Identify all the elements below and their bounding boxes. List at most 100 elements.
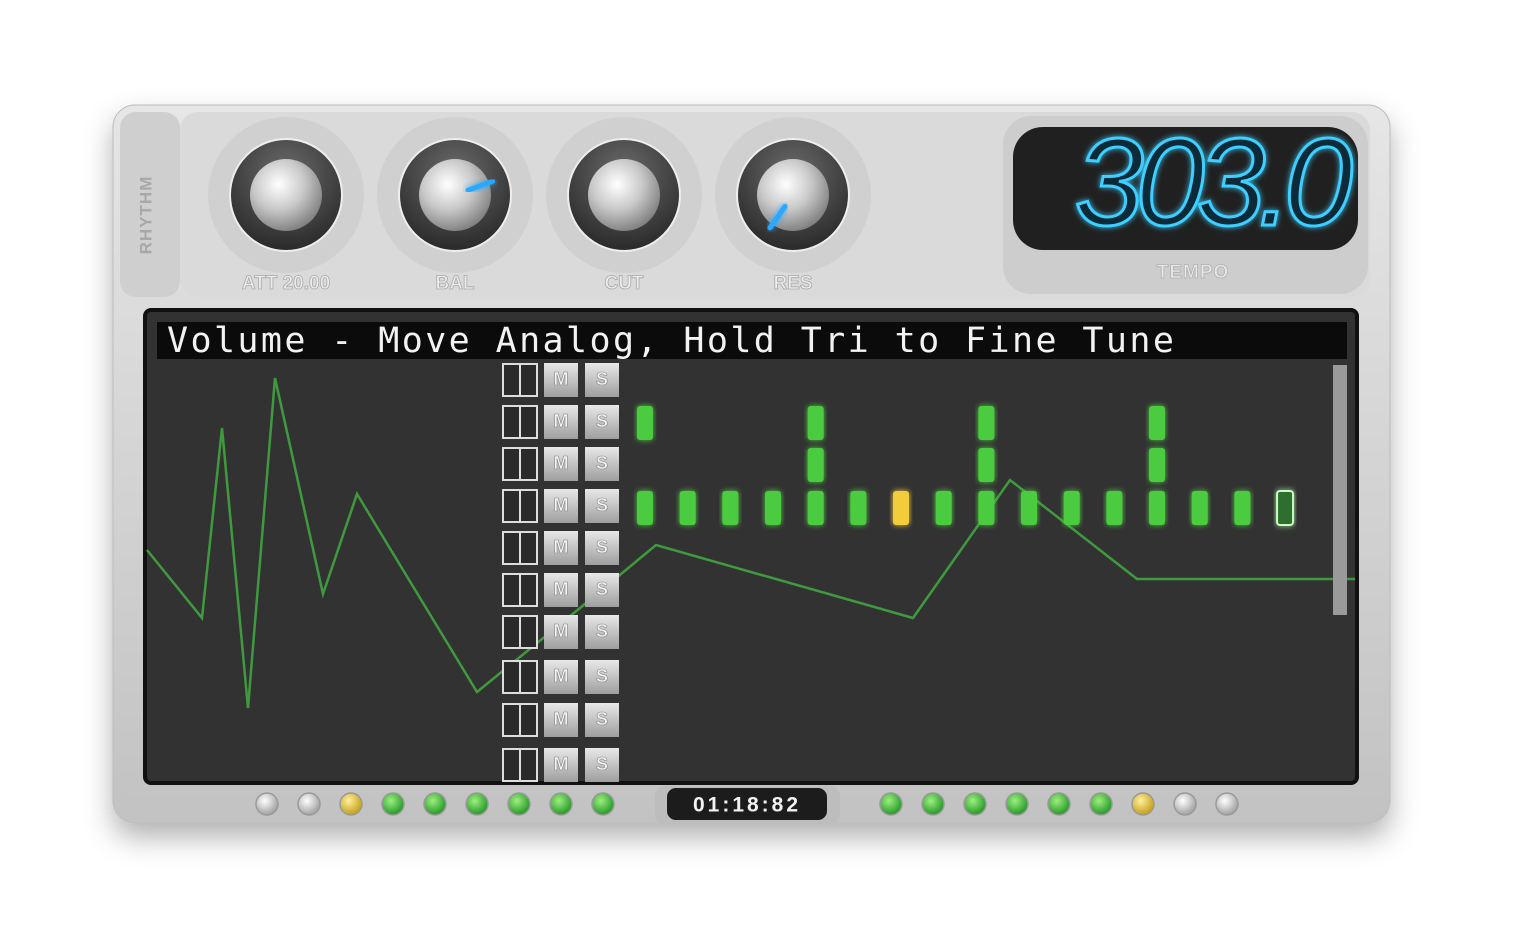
solo-label: S xyxy=(596,453,608,473)
led xyxy=(591,792,615,816)
mute-label: M xyxy=(554,537,569,557)
step[interactable] xyxy=(978,406,995,440)
step[interactable] xyxy=(807,491,824,525)
step[interactable] xyxy=(807,448,824,482)
knob-indicator xyxy=(767,203,788,231)
step[interactable] xyxy=(637,406,653,440)
mute-button[interactable] xyxy=(544,573,578,607)
step[interactable] xyxy=(935,491,952,525)
step[interactable] xyxy=(893,491,910,525)
knob-label: CUT xyxy=(604,273,643,294)
solo-label: S xyxy=(596,709,608,729)
mute-button[interactable] xyxy=(544,363,578,397)
solo-label: S xyxy=(596,754,608,774)
knob-cap xyxy=(588,159,660,231)
mute-button[interactable] xyxy=(544,748,578,782)
step[interactable] xyxy=(722,491,739,525)
led xyxy=(1089,792,1113,816)
led-row xyxy=(255,792,1239,816)
solo-button[interactable] xyxy=(585,703,619,737)
status-bar xyxy=(157,322,1347,359)
status-text: Volume - Move Analog, Hold Tri to Fine T… xyxy=(167,321,1176,361)
led xyxy=(1047,792,1071,816)
led xyxy=(381,792,405,816)
solo-button[interactable] xyxy=(585,748,619,782)
led xyxy=(921,792,945,816)
led xyxy=(963,792,987,816)
knob-indicator xyxy=(465,178,496,193)
solo-label: S xyxy=(596,495,608,515)
timer-display xyxy=(667,788,827,820)
step[interactable] xyxy=(807,406,824,440)
mute-button[interactable] xyxy=(544,615,578,649)
step[interactable] xyxy=(1063,491,1080,525)
solo-button[interactable] xyxy=(585,447,619,481)
led xyxy=(1131,792,1155,816)
solo-label: S xyxy=(596,369,608,389)
knob-label: RES xyxy=(773,273,812,294)
side-tab xyxy=(120,112,180,297)
led xyxy=(255,792,279,816)
led xyxy=(339,792,363,816)
led xyxy=(1215,792,1239,816)
sequencer-screen xyxy=(143,308,1359,785)
step[interactable] xyxy=(1276,490,1295,526)
knob-cap xyxy=(757,159,829,231)
knob-cap xyxy=(419,159,491,231)
knob-label: ATT 20.00 xyxy=(242,273,330,294)
led xyxy=(465,792,489,816)
step[interactable] xyxy=(1149,448,1166,482)
step[interactable] xyxy=(1106,491,1123,525)
mute-label: M xyxy=(554,495,569,515)
solo-label: S xyxy=(596,411,608,431)
step[interactable] xyxy=(1191,491,1208,525)
step[interactable] xyxy=(978,491,995,525)
mute-button[interactable] xyxy=(544,489,578,523)
knob-label: BAL xyxy=(435,273,474,294)
track-list: M S M S M S M S M S M S M S M S M S M S xyxy=(502,363,1295,782)
knob-group: ATT 20.00 BAL CUT RES xyxy=(208,117,871,294)
mute-button[interactable] xyxy=(544,703,578,737)
step[interactable] xyxy=(1149,491,1166,525)
mute-label: M xyxy=(554,621,569,641)
tempo-label: TEMPO xyxy=(1157,262,1230,283)
step[interactable] xyxy=(1021,491,1038,525)
led xyxy=(879,792,903,816)
solo-label: S xyxy=(596,621,608,641)
knob-cap xyxy=(250,159,322,231)
led xyxy=(507,792,531,816)
mute-label: M xyxy=(554,666,569,686)
led xyxy=(297,792,321,816)
solo-button[interactable] xyxy=(585,531,619,565)
mute-button[interactable] xyxy=(544,447,578,481)
solo-label: S xyxy=(596,537,608,557)
step[interactable] xyxy=(850,491,867,525)
scrollbar[interactable] xyxy=(1333,365,1347,615)
step[interactable] xyxy=(637,491,653,525)
solo-button[interactable] xyxy=(585,660,619,694)
step[interactable] xyxy=(978,448,995,482)
step[interactable] xyxy=(679,491,696,525)
tempo-value: 303.0 xyxy=(1075,114,1352,252)
led xyxy=(1173,792,1197,816)
mute-label: M xyxy=(554,579,569,599)
solo-button[interactable] xyxy=(585,573,619,607)
mute-label: M xyxy=(554,369,569,389)
step[interactable] xyxy=(1234,491,1251,525)
led xyxy=(1005,792,1029,816)
mute-button[interactable] xyxy=(544,660,578,694)
solo-button[interactable] xyxy=(585,405,619,439)
solo-label: S xyxy=(596,579,608,599)
step[interactable] xyxy=(1149,406,1166,440)
step[interactable] xyxy=(765,491,782,525)
solo-button[interactable] xyxy=(585,489,619,523)
mute-button[interactable] xyxy=(544,405,578,439)
mute-label: M xyxy=(554,411,569,431)
tempo-display xyxy=(1013,127,1358,250)
led xyxy=(549,792,573,816)
led xyxy=(423,792,447,816)
mute-button[interactable] xyxy=(544,531,578,565)
solo-button[interactable] xyxy=(585,363,619,397)
solo-button[interactable] xyxy=(585,615,619,649)
